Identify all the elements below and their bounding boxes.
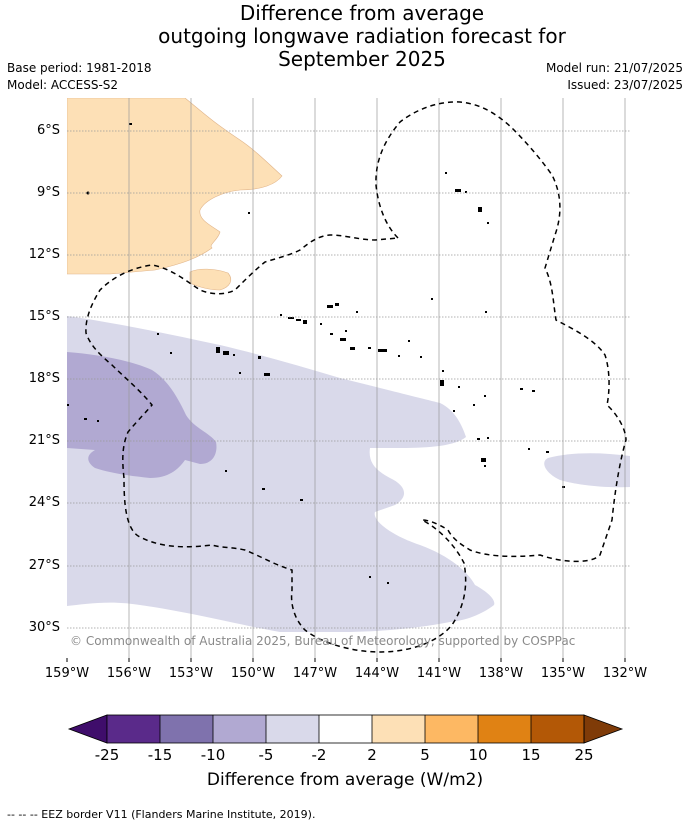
colorbar-bin-6 xyxy=(372,715,425,743)
eez-footnote: -- -- -- EEZ border V11 (Flanders Marine… xyxy=(7,808,316,821)
title-line-2: outgoing longwave radiation forecast for xyxy=(158,24,566,48)
colorbar-bin-2 xyxy=(160,715,213,743)
lat-label: 27°S xyxy=(28,558,60,573)
islands xyxy=(67,123,565,584)
colorbar-bin-9 xyxy=(531,715,584,743)
lat-label: 18°S xyxy=(28,371,60,386)
colorbar-bin-1 xyxy=(107,715,160,743)
colorbar-extend-low xyxy=(67,714,108,744)
lon-label: 138°W xyxy=(478,666,524,681)
colorbar-bin-7 xyxy=(425,715,478,743)
colorbar-tick-label: 2 xyxy=(367,746,377,764)
colorbar xyxy=(67,714,624,744)
colorbar-tick-label: 15 xyxy=(521,746,541,764)
colorbar-bin-8 xyxy=(478,715,531,743)
lat-label: 6°S xyxy=(36,123,60,138)
map-plot-area xyxy=(67,98,630,658)
lon-label: 132°W xyxy=(602,666,648,681)
lat-label: 15°S xyxy=(28,309,60,324)
lat-label: 24°S xyxy=(28,495,60,510)
colorbar-tick-label: 25 xyxy=(574,746,594,764)
colorbar-bin-4 xyxy=(266,715,319,743)
lon-label: 156°W xyxy=(106,666,152,681)
lon-label: 150°W xyxy=(230,666,276,681)
colorbar-title: Difference from average (W/m2) xyxy=(206,770,484,790)
title-line-3: September 2025 xyxy=(278,47,446,71)
colorbar-tick-label: -15 xyxy=(147,746,173,764)
colorbar-tick-label: -5 xyxy=(258,746,274,764)
lon-label: 135°W xyxy=(540,666,586,681)
meta-right: Model run: 21/07/2025 Issued: 23/07/2025 xyxy=(546,60,683,94)
tick-marks xyxy=(66,658,626,662)
base-period-text: Base period: 1981-2018 xyxy=(7,61,152,75)
lat-label: 21°S xyxy=(28,433,60,448)
lat-label: 9°S xyxy=(36,185,60,200)
gridlines xyxy=(67,130,630,629)
copyright-notice: © Commonwealth of Australia 2025, Bureau… xyxy=(70,634,576,648)
positive-anomaly-region xyxy=(67,98,283,275)
meridians xyxy=(128,98,626,658)
model-run-text: Model run: 21/07/2025 xyxy=(545,61,683,75)
lat-label: 12°S xyxy=(28,247,60,262)
map-title: Difference from average outgoing longwav… xyxy=(0,2,690,71)
colorbar-bin-5 xyxy=(319,715,372,743)
colorbar-tick-label: 5 xyxy=(420,746,430,764)
colorbar-tick-label: -10 xyxy=(200,746,226,764)
colorbar-extend-high xyxy=(583,714,624,744)
issued-text: Issued: 23/07/2025 xyxy=(567,78,683,92)
meta-left: Base period: 1981-2018 Model: ACCESS-S2 xyxy=(7,60,152,94)
lat-label: 30°S xyxy=(28,620,60,635)
lon-label: 147°W xyxy=(292,666,338,681)
positive-anomaly-patch xyxy=(189,268,232,291)
colorbar-tick-label: -2 xyxy=(311,746,327,764)
eez-border xyxy=(85,101,627,653)
colorbar-tick-label: 10 xyxy=(468,746,488,764)
strong-negative-anomaly-region xyxy=(67,352,217,478)
negative-anomaly-patch-east xyxy=(544,453,630,488)
lon-label: 144°W xyxy=(354,666,400,681)
colorbar-tick-label: -25 xyxy=(94,746,120,764)
lon-label: 153°W xyxy=(168,666,214,681)
title-line-1: Difference from average xyxy=(239,1,485,25)
colorbar-bin-3 xyxy=(213,715,266,743)
model-text: Model: ACCESS-S2 xyxy=(7,78,119,92)
lon-label: 141°W xyxy=(416,666,462,681)
lon-label: 159°W xyxy=(44,666,90,681)
